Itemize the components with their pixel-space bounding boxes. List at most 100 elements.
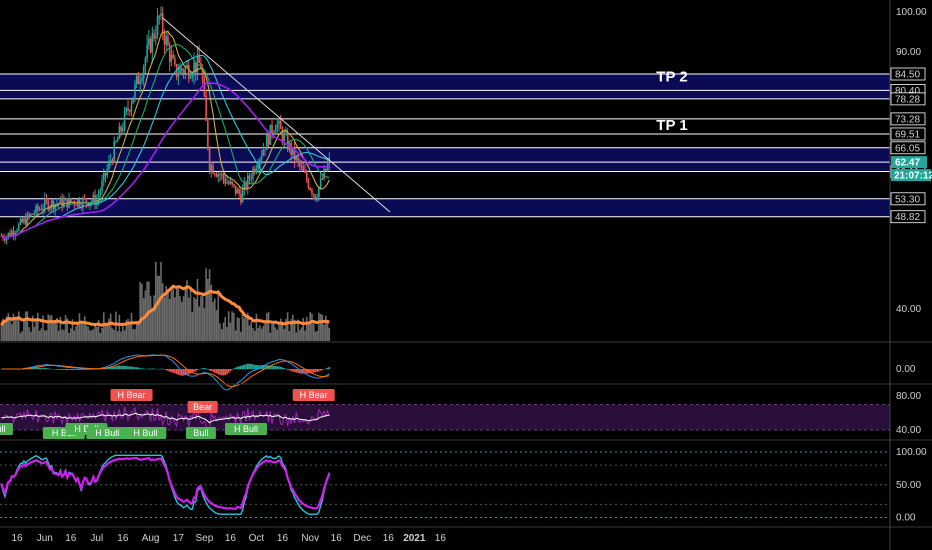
candle-body: [38, 208, 41, 210]
signal-label-bull: H Bull: [234, 424, 258, 434]
volume-bar: [213, 298, 216, 341]
macd-histogram-bar: [196, 369, 199, 371]
time-tick-4: 16: [117, 533, 129, 544]
volume-bar: [82, 321, 84, 341]
volume-bar: [9, 317, 11, 341]
candle-body: [40, 208, 43, 211]
macd-histogram-bar: [236, 366, 239, 370]
level-tag-box-8: [890, 192, 926, 206]
candle-body: [87, 202, 89, 206]
volume-bar: [318, 312, 320, 341]
macd-histogram-bar: [161, 368, 164, 370]
macd-histogram-bar: [109, 367, 112, 370]
macd-histogram-bar: [248, 363, 251, 370]
candle-body: [302, 166, 305, 171]
signal-badge-bear: [292, 389, 335, 401]
candle-body: [191, 75, 194, 78]
candle-body: [319, 178, 322, 188]
macd-histogram-bar: [87, 369, 89, 370]
macd-histogram-bar: [297, 369, 299, 373]
candle-body: [125, 108, 128, 112]
volume-bar: [17, 311, 20, 341]
candle-body: [283, 133, 285, 142]
candle-body: [75, 205, 77, 207]
volume-bar: [191, 311, 194, 341]
volume-bar: [259, 325, 261, 341]
candle-body: [122, 128, 124, 132]
volume-bar: [196, 278, 199, 341]
candle-body: [245, 182, 247, 189]
candle-body: [19, 218, 22, 224]
macd-histogram-bar: [207, 369, 209, 370]
macd-histogram-bar: [328, 366, 331, 370]
macd-histogram-bar: [290, 369, 292, 372]
time-tick-5: Aug: [142, 533, 160, 544]
volume-bar: [160, 262, 162, 341]
candle-body: [299, 160, 301, 167]
volume-bar: [59, 316, 62, 341]
price-tick-1: 90.00: [896, 47, 921, 58]
candle-body: [168, 45, 171, 62]
macd-histogram-bar: [276, 366, 279, 370]
macd-histogram-bar: [241, 365, 244, 370]
macd-histogram-bar: [106, 367, 109, 370]
candle-body: [148, 38, 150, 46]
candle-body: [120, 126, 122, 132]
volume-bar: [78, 313, 81, 341]
volume-moving-average: [0, 284, 330, 327]
macd-histogram-bar: [279, 366, 282, 370]
volume-bar: [278, 322, 280, 341]
current-price-box: [891, 156, 927, 169]
macd-histogram-bar: [302, 369, 305, 374]
candle-body: [144, 58, 147, 67]
macd-histogram-bar: [122, 365, 124, 370]
macd-histogram-bar: [73, 369, 76, 370]
rsi-line: [1, 406, 330, 432]
macd-histogram-bar: [134, 367, 136, 370]
candle-body: [186, 64, 188, 68]
macd-histogram-bar: [286, 369, 289, 370]
macd-histogram-bar: [231, 369, 233, 370]
time-axis[interactable]: 16 Jun 16 Jul 16 Aug 17 Sep 16 Oct 16 Nov 16 Dec 16 202…: [11, 533, 446, 544]
macd-histogram-bar: [252, 364, 254, 370]
volume-bar: [198, 306, 200, 341]
candle-body: [47, 200, 50, 210]
macd-histogram-bar: [174, 369, 176, 374]
volume-bar: [167, 289, 169, 341]
volume-bar: [10, 324, 13, 341]
volume-bar: [314, 331, 317, 341]
volume-bar: [288, 331, 291, 341]
candle-body: [12, 230, 15, 236]
candle-body: [153, 33, 155, 39]
signal-label-bull: Bull: [193, 428, 208, 438]
macd-histogram-bar: [240, 365, 242, 370]
volume-bar: [227, 311, 230, 341]
volume-bar: [177, 288, 180, 341]
macd-histogram-bar: [85, 369, 88, 370]
volume-bar: [328, 327, 331, 341]
time-tick-6: 17: [173, 533, 185, 544]
macd-histogram-bar: [227, 369, 230, 373]
candle-body: [102, 172, 105, 181]
volume-bar: [118, 314, 121, 341]
candle-body: [182, 70, 185, 74]
panel-separators: [0, 341, 932, 528]
volume-bar: [229, 322, 232, 341]
signal-label-bear: H Bear: [118, 390, 146, 400]
level-tag-8: 53.30: [895, 194, 920, 205]
macd-histogram-bar: [69, 369, 72, 371]
signal-label-bull: H Bull: [52, 428, 76, 438]
macd-histogram-bar: [215, 369, 218, 374]
volume-bar: [208, 269, 211, 341]
candle-body: [52, 200, 55, 210]
candle-body: [264, 149, 266, 151]
macd-histogram-bar: [37, 367, 39, 370]
macd-histogram-bar: [272, 365, 275, 370]
candle-body: [240, 194, 242, 203]
candle-body: [28, 214, 30, 216]
volume-bar: [61, 329, 63, 341]
volume-bar: [63, 330, 65, 341]
candle-body: [236, 189, 239, 194]
candle-body: [193, 62, 195, 76]
